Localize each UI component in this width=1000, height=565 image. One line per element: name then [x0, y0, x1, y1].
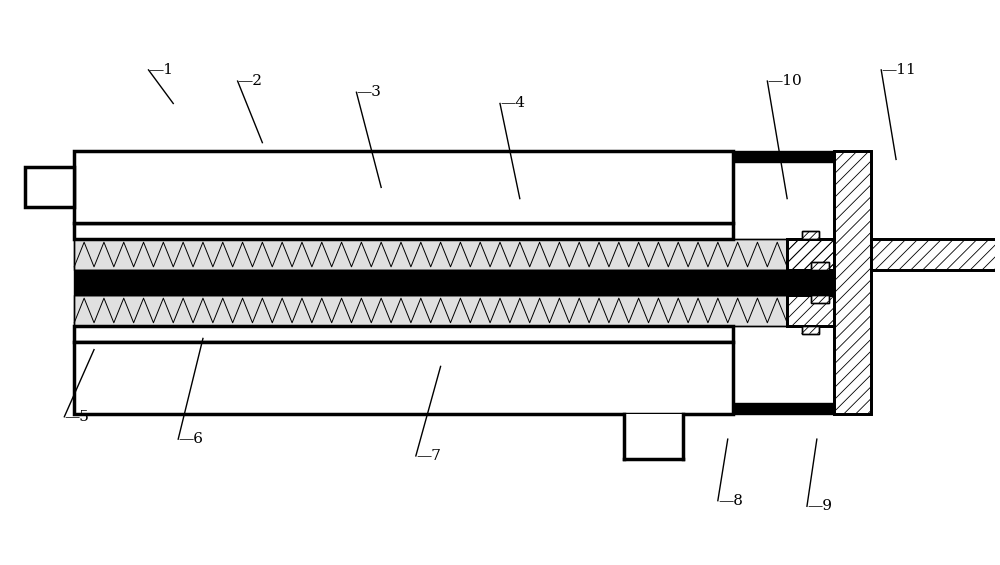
Bar — [74, 295, 787, 326]
Bar — [74, 151, 733, 224]
Bar — [834, 151, 871, 414]
Bar — [802, 326, 819, 334]
Text: —8: —8 — [718, 494, 743, 508]
Bar — [811, 295, 829, 303]
Bar — [74, 341, 733, 414]
Bar — [624, 414, 683, 459]
Text: —6: —6 — [178, 432, 203, 446]
Bar — [74, 239, 787, 270]
Bar — [74, 270, 871, 295]
Bar — [802, 231, 819, 239]
Bar — [811, 262, 829, 270]
Bar — [787, 239, 834, 270]
Bar — [811, 262, 829, 270]
Bar — [733, 403, 834, 414]
Text: —10: —10 — [767, 74, 802, 88]
Bar — [802, 326, 819, 334]
Text: —11: —11 — [881, 63, 916, 77]
Text: —4: —4 — [500, 97, 525, 111]
Bar — [74, 295, 787, 326]
Bar — [787, 239, 1000, 270]
Bar — [787, 295, 834, 326]
Text: —2: —2 — [238, 74, 263, 88]
Text: —5: —5 — [64, 410, 89, 424]
Text: —3: —3 — [356, 85, 381, 99]
Bar — [787, 239, 834, 270]
Bar — [787, 239, 1000, 270]
Bar — [74, 326, 733, 341]
Bar — [834, 151, 871, 414]
Text: —1: —1 — [148, 63, 173, 77]
Bar — [811, 295, 829, 303]
Text: —9: —9 — [807, 499, 832, 513]
Bar — [74, 239, 787, 270]
Bar — [733, 151, 834, 162]
Bar — [25, 167, 74, 207]
Text: —7: —7 — [416, 449, 441, 463]
Bar — [802, 231, 819, 239]
Bar — [787, 295, 834, 326]
Bar — [74, 224, 733, 239]
